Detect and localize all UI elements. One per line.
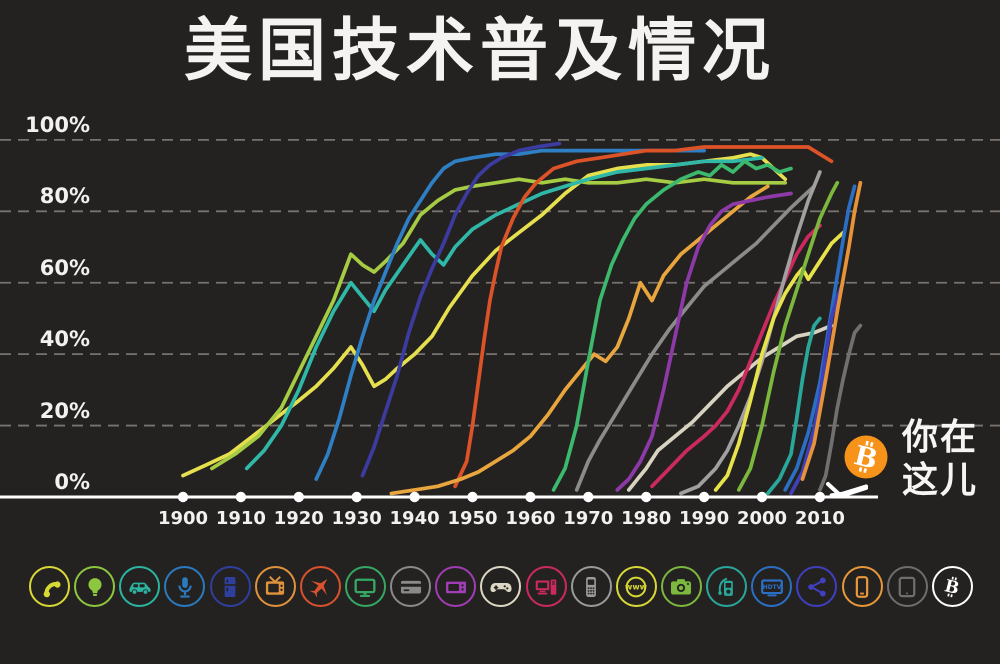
digital-camera-icon bbox=[660, 566, 702, 607]
x-axis-label-1960: 1960 bbox=[505, 508, 555, 529]
series-line-digital-camera bbox=[736, 180, 840, 492]
adoption-line-chart: 1900 1910 1920 1930 1940 1950 1960 1970 1980 1990… bbox=[0, 138, 1000, 529]
y-axis-label-80: 80% bbox=[39, 184, 90, 209]
x-axis-dot-1910 bbox=[235, 491, 247, 503]
x-axis-label-1980: 1980 bbox=[621, 508, 671, 529]
svg-text:www: www bbox=[625, 582, 648, 591]
television-icon bbox=[254, 566, 296, 607]
x-axis-dot-1900 bbox=[177, 491, 189, 503]
video-games-icon bbox=[480, 566, 522, 607]
x-axis-dot-2000 bbox=[756, 491, 768, 503]
y-axis-label-100: 100% bbox=[25, 112, 90, 137]
series-line-mp3-player bbox=[765, 316, 822, 496]
x-axis-dot-1950 bbox=[467, 491, 478, 503]
x-axis-label-2010: 2010 bbox=[795, 508, 845, 529]
x-axis-dot-2010 bbox=[814, 491, 826, 503]
series-line-television bbox=[453, 145, 834, 489]
internet-icon: www bbox=[615, 566, 657, 607]
x-axis-dot-1930 bbox=[351, 491, 362, 503]
credit-card-icon bbox=[390, 566, 432, 607]
x-axis-dot-1980 bbox=[641, 491, 652, 503]
y-axis-label-60: 60% bbox=[39, 255, 90, 280]
electricity-icon bbox=[74, 566, 116, 607]
radio-icon bbox=[164, 566, 206, 607]
airplane-icon bbox=[299, 566, 341, 607]
you-are-here-label: 你在 这儿 bbox=[902, 416, 978, 502]
series-line-electricity bbox=[210, 177, 788, 471]
telephone-icon bbox=[29, 566, 70, 607]
svg-text:B: B bbox=[943, 575, 962, 598]
social-media-icon bbox=[796, 566, 838, 607]
series-line-cell-phone bbox=[679, 170, 822, 496]
bitcoin-connector-line bbox=[826, 482, 868, 498]
series-line-radio bbox=[314, 148, 706, 481]
bitcoin-icon: B bbox=[931, 566, 973, 607]
y-axis-label-20: 20% bbox=[39, 398, 90, 423]
x-axis-label-1990: 1990 bbox=[679, 508, 729, 529]
series-line-tablet bbox=[818, 323, 863, 492]
x-axis-dot-1960 bbox=[525, 491, 536, 503]
automobile-icon bbox=[119, 566, 161, 607]
bitcoin-badge: B bbox=[843, 434, 889, 480]
series-line-video-games bbox=[626, 323, 834, 492]
cell-phone-icon bbox=[570, 566, 612, 607]
x-axis-label-1900: 1900 bbox=[158, 508, 208, 529]
bitcoin-icon: B bbox=[844, 435, 888, 479]
series-line-credit-card bbox=[574, 184, 816, 492]
series-line-smartphone bbox=[800, 180, 863, 481]
page-title: 美国技术普及情况 bbox=[183, 12, 776, 91]
you-are-here-line2: 这儿 bbox=[902, 460, 979, 502]
technology-icon-legend: www HDTV B bbox=[29, 566, 973, 607]
x-axis-dot-1970 bbox=[583, 491, 594, 503]
x-axis-label-1970: 1970 bbox=[563, 508, 613, 529]
x-axis-label-1930: 1930 bbox=[332, 508, 382, 529]
smartphone-icon bbox=[841, 566, 883, 607]
series-line-telephone bbox=[181, 152, 788, 478]
series-line-automobile bbox=[244, 155, 764, 471]
series-line-refrigerator bbox=[360, 141, 562, 478]
y-axis-label-40: 40% bbox=[39, 327, 90, 352]
series-line-social-media bbox=[789, 280, 845, 496]
mp3-player-icon bbox=[706, 566, 748, 607]
microwave-icon bbox=[435, 566, 477, 607]
x-axis-label-1920: 1920 bbox=[274, 508, 324, 529]
x-axis-label-2000: 2000 bbox=[737, 508, 787, 529]
series-line-computer bbox=[650, 223, 822, 489]
series-line-color-tv bbox=[551, 159, 793, 492]
color-tv-icon bbox=[344, 566, 386, 607]
x-axis-dot-1940 bbox=[409, 491, 420, 503]
y-axis-label-0: 0% bbox=[54, 470, 90, 494]
series-line-airplane bbox=[389, 184, 770, 496]
x-axis-label-1940: 1940 bbox=[390, 508, 440, 529]
x-axis-label-1950: 1950 bbox=[447, 508, 497, 529]
hdtv-icon: HDTV bbox=[751, 566, 793, 607]
series-line-hdtv bbox=[783, 184, 857, 492]
x-axis-dot-1920 bbox=[293, 491, 304, 503]
computer-icon bbox=[525, 566, 567, 607]
refrigerator-icon bbox=[209, 566, 251, 607]
you-are-here-line1: 你在 bbox=[902, 417, 979, 458]
series-line-microwave bbox=[615, 191, 793, 492]
svg-text:HDTV: HDTV bbox=[763, 585, 782, 591]
series-line-internet bbox=[713, 230, 845, 492]
x-axis-label-1910: 1910 bbox=[216, 508, 266, 529]
x-axis-dot-1990 bbox=[698, 491, 710, 503]
tablet-icon bbox=[886, 566, 928, 607]
